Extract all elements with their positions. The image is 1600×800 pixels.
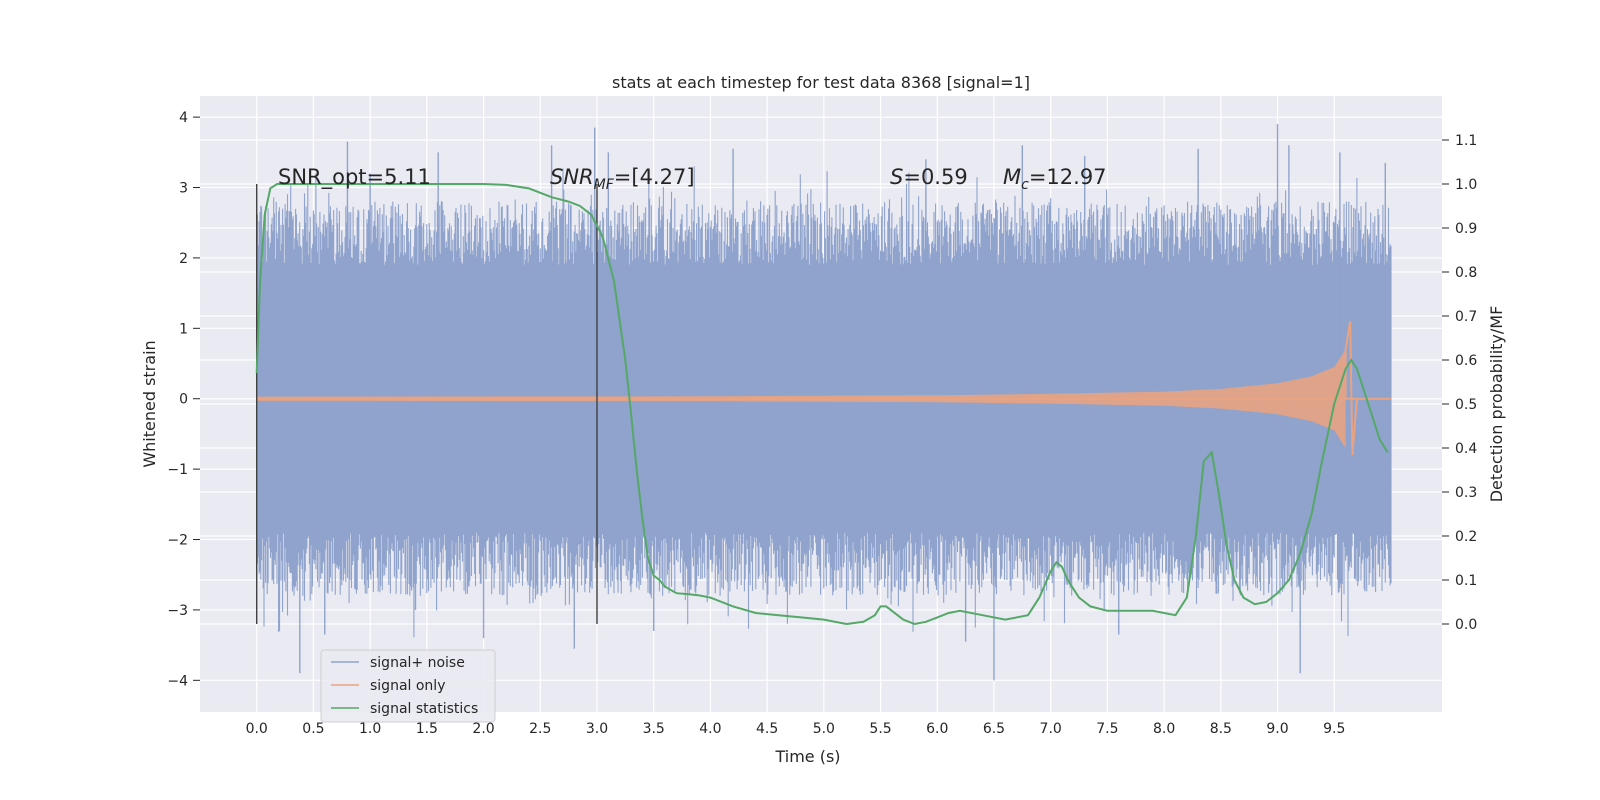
x-tick-label: 8.0 [1153,721,1175,737]
x-tick-label: 6.0 [926,721,948,737]
x-axis-label: Time (s) [774,747,840,766]
y-tick-labels: 4 3 2 1 0 −1 −2 −3 −4 [167,110,200,689]
series-signal-statistics [255,183,1389,626]
annotation-mc-symbol: M [1003,165,1021,189]
y-right-tick-label: 1.0 [1455,177,1477,193]
series-signal-only [256,321,1391,456]
annotation-snr-mf-value: =[4.27] [614,165,695,189]
x-tick-label: 2.0 [472,721,494,737]
annotation-snr-mf: SNRMF=[4.27] [550,165,695,193]
y-right-axis-label: Detection probability/MF [1487,306,1506,503]
y-right-tick-label: 0.2 [1455,529,1477,545]
vertical-markers [256,184,598,624]
legend-label-signal-only: signal only [370,678,445,694]
x-tick-label: 7.0 [1040,721,1062,737]
annotation-mc-value: =12.97 [1029,165,1107,189]
x-tick-label: 3.0 [586,721,608,737]
annotation-snr-mf-symbol: SNR [550,165,594,189]
y-right-tick-label: 0.3 [1455,485,1477,501]
y-right-tick-label: 0.1 [1455,573,1477,589]
y-right-tick-labels: 1.1 1.0 0.9 0.8 0.7 0.6 0.5 0.4 0.3 0.2 0.1 0.0 [1442,133,1477,633]
y-right-tick-label: 0.4 [1455,441,1477,457]
x-tick-label: 8.5 [1210,721,1232,737]
annotation-snr-opt: SNR_opt=5.11 [278,165,431,190]
x-tick-label: 0.0 [246,721,268,737]
x-tick-label: 3.5 [643,721,665,737]
x-tick-label: 9.0 [1266,721,1288,737]
x-tick-label: 1.0 [359,721,381,737]
legend-box [320,649,496,723]
y-tick-label: 4 [179,110,188,126]
y-right-tick-label: 0.6 [1455,353,1477,369]
chart-title: stats at each timestep for test data 836… [612,73,1030,92]
x-tick-label: 5.0 [813,721,835,737]
y-tick-label: 3 [179,181,188,197]
x-tick-label: 4.5 [756,721,778,737]
y-right-tick-label: 0.5 [1455,397,1477,413]
x-tick-label: 7.5 [1096,721,1118,737]
signal-merger [1344,321,1358,456]
y-tick-label: −1 [167,462,188,478]
y-right-tick-label: 0.0 [1455,617,1477,633]
annotation-s: S=0.59 [890,165,968,189]
annotation-snr-mf-subscript: MF [594,177,615,193]
legend-label-signal-plus-noise: signal+ noise [370,655,465,671]
y-tick-label: 2 [179,251,188,267]
annotation-s-value: =0.59 [903,165,967,189]
x-tick-label: 0.5 [302,721,324,737]
x-tick-label: 2.5 [529,721,551,737]
y-right-tick-label: 0.8 [1455,265,1477,281]
stats-line [255,183,1389,626]
annotation-s-symbol: S [890,165,903,189]
y-tick-label: 0 [179,392,188,408]
legend-label-signal-statistics: signal statistics [370,701,478,717]
x-tick-label: 4.0 [699,721,721,737]
x-tick-label: 5.5 [869,721,891,737]
y-tick-label: −4 [167,673,188,689]
y-tick-label: −2 [167,533,188,549]
y-right-tick-label: 0.7 [1455,309,1477,325]
x-tick-label: 1.5 [416,721,438,737]
y-right-tick-label: 0.9 [1455,221,1477,237]
y-tick-label: 1 [179,321,188,337]
y-right-tick-label: 1.1 [1455,133,1477,149]
y-axis-label: Whitened strain [140,340,159,467]
legend: signal+ noise signal only signal statist… [320,649,496,723]
annotation-mc: Mc=12.97 [1003,165,1107,193]
x-tick-labels: 0.0 0.5 1.0 1.5 2.0 2.5 3.0 3.5 4.0 4.5 5.0 5.5 6.0 6… [246,721,1346,737]
annotation-mc-subscript: c [1021,177,1029,193]
x-tick-label: 9.5 [1323,721,1345,737]
y-tick-label: −3 [167,603,188,619]
x-tick-label: 6.5 [983,721,1005,737]
